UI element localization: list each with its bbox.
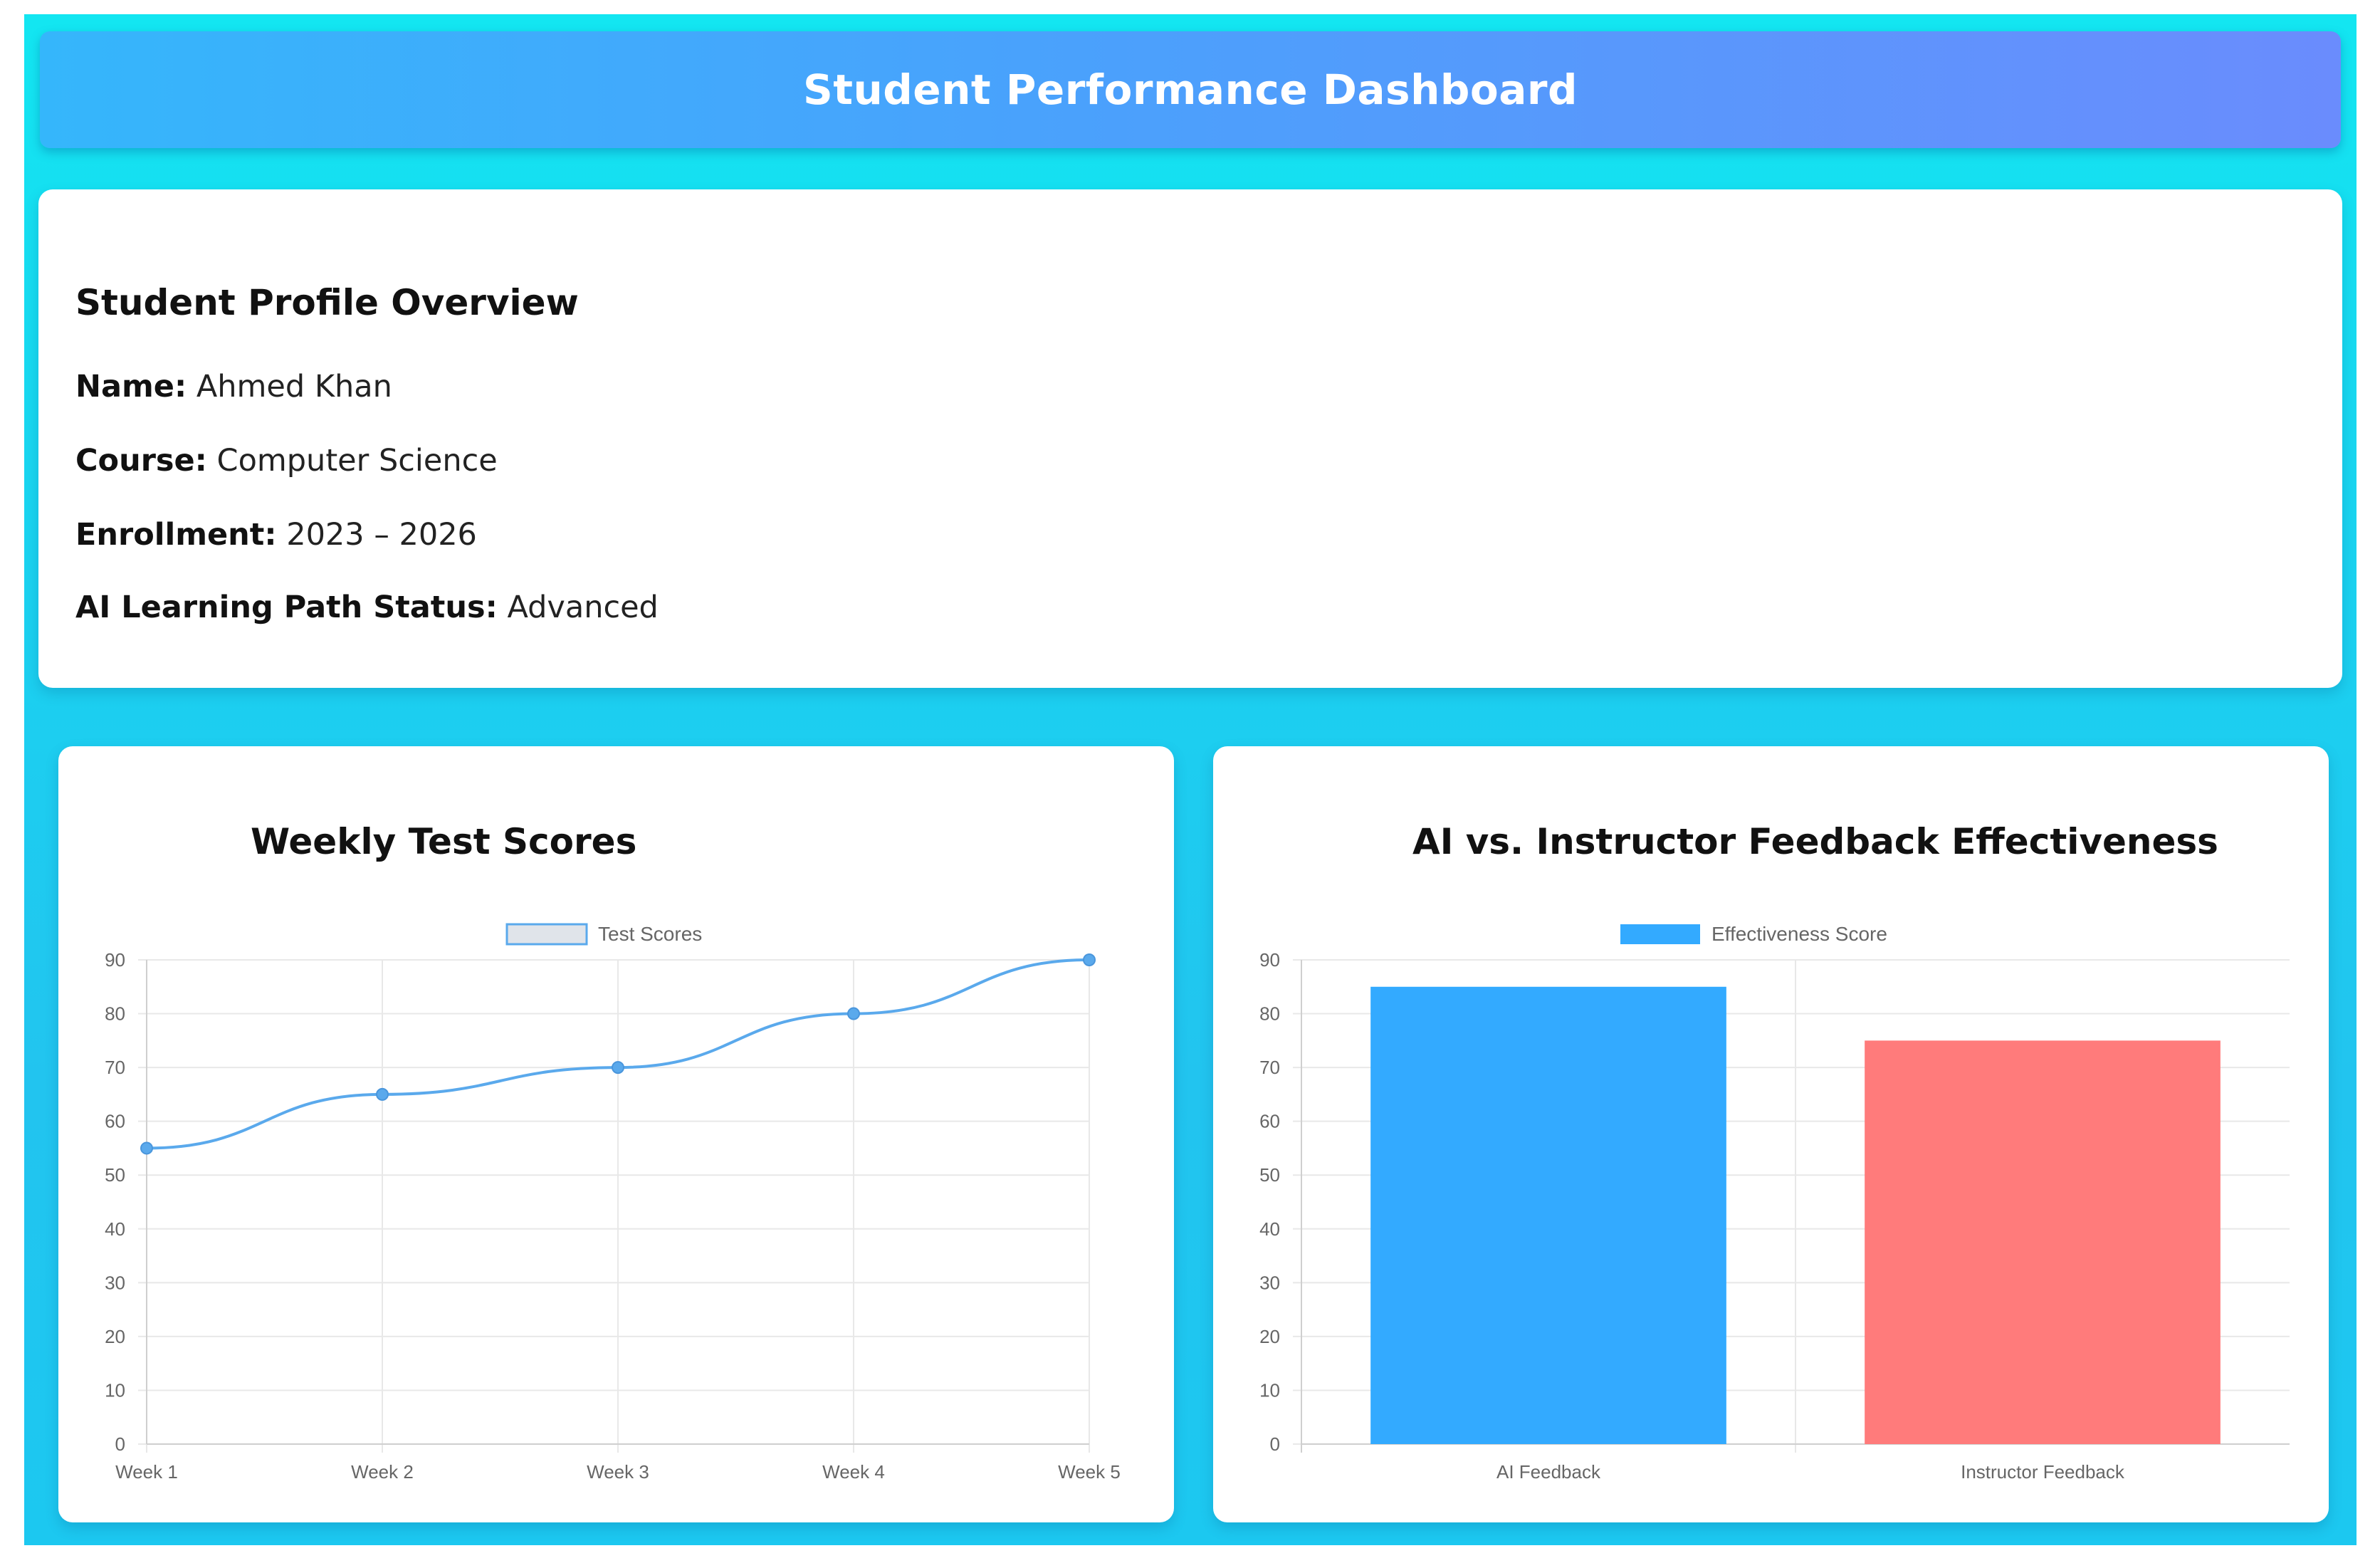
y-tick-label: 60 — [1259, 1111, 1280, 1132]
y-tick-label: 40 — [1259, 1218, 1280, 1240]
x-tick-label: Week 4 — [822, 1461, 885, 1483]
legend-swatch-effectiveness — [1620, 924, 1700, 944]
x-tick-label: Week 2 — [351, 1461, 414, 1483]
feedback-effectiveness-title: AI vs. Instructor Feedback Effectiveness — [1412, 821, 2218, 862]
profile-status-value: Advanced — [507, 590, 659, 625]
x-tick-label: Week 1 — [115, 1461, 178, 1483]
dashboard-page: Student Performance Dashboard Student Pr… — [24, 14, 2357, 1545]
y-tick-label: 30 — [1259, 1272, 1280, 1293]
y-tick-label: 50 — [1259, 1164, 1280, 1186]
test-score-point — [376, 1087, 389, 1101]
legend-swatch-test-scores — [505, 923, 588, 946]
profile-course-row: Course: Computer Science — [75, 443, 498, 479]
y-tick-label: 0 — [1270, 1433, 1280, 1455]
dashboard-title: Student Performance Dashboard — [803, 66, 1578, 114]
legend-label-test-scores: Test Scores — [598, 923, 702, 945]
test-score-point — [612, 1061, 624, 1075]
legend-label-effectiveness: Effectiveness Score — [1711, 923, 1887, 945]
test-score-point — [1083, 953, 1096, 966]
profile-enrollment-value: 2023 – 2026 — [286, 517, 477, 553]
y-tick-label: 0 — [115, 1433, 125, 1455]
x-tick-label: Week 3 — [587, 1461, 649, 1483]
profile-course-label: Course: — [75, 443, 207, 479]
profile-name-row: Name: Ahmed Khan — [75, 369, 392, 404]
student-profile-card: Student Profile Overview Name: Ahmed Kha… — [38, 189, 2342, 688]
y-tick-label: 60 — [105, 1111, 125, 1132]
y-tick-label: 70 — [1259, 1057, 1280, 1078]
y-tick-label: 10 — [105, 1379, 125, 1401]
x-tick-label: AI Feedback — [1496, 1461, 1601, 1483]
profile-enrollment-row: Enrollment: 2023 – 2026 — [75, 517, 477, 553]
profile-name-value: Ahmed Khan — [196, 369, 392, 404]
instructor-feedback-bar — [1865, 1040, 2221, 1444]
profile-enrollment-label: Enrollment: — [75, 517, 277, 553]
test-score-point — [847, 1007, 860, 1020]
profile-status-label: AI Learning Path Status: — [75, 590, 498, 625]
feedback-effectiveness-chart: 0 10 20 30 40 50 60 70 80 90 Effectiveness Score AI… — [1259, 923, 2290, 1483]
weekly-scores-card: Weekly Test Scores 0 10 20 30 40 50 60 70 80 90 We… — [58, 746, 1174, 1522]
y-tick-label: 20 — [105, 1326, 125, 1347]
y-tick-label: 90 — [105, 949, 125, 971]
ai-feedback-bar — [1370, 986, 1726, 1444]
y-tick-label: 80 — [1259, 1003, 1280, 1025]
weekly-scores-title: Weekly Test Scores — [251, 821, 637, 862]
weekly-scores-chart: 0 10 20 30 40 50 60 70 80 90 Week 1 Week 2 Week 3 Wee… — [105, 923, 1121, 1483]
y-tick-label: 50 — [105, 1164, 125, 1186]
test-score-point — [140, 1141, 153, 1155]
feedback-effectiveness-card: AI vs. Instructor Feedback Effectiveness… — [1213, 746, 2329, 1522]
y-tick-label: 80 — [105, 1003, 125, 1025]
dashboard-header: Student Performance Dashboard — [40, 31, 2341, 148]
profile-status-row: AI Learning Path Status: Advanced — [75, 590, 659, 625]
profile-name-label: Name: — [75, 369, 187, 404]
y-tick-label: 10 — [1259, 1379, 1280, 1401]
y-tick-label: 20 — [1259, 1326, 1280, 1347]
x-tick-label: Instructor Feedback — [1961, 1461, 2125, 1483]
profile-title: Student Profile Overview — [75, 282, 579, 323]
y-tick-label: 90 — [1259, 949, 1280, 971]
y-tick-label: 40 — [105, 1218, 125, 1240]
y-tick-label: 70 — [105, 1057, 125, 1078]
y-tick-label: 30 — [105, 1272, 125, 1293]
x-tick-label: Week 5 — [1058, 1461, 1121, 1483]
profile-course-value: Computer Science — [216, 443, 498, 479]
